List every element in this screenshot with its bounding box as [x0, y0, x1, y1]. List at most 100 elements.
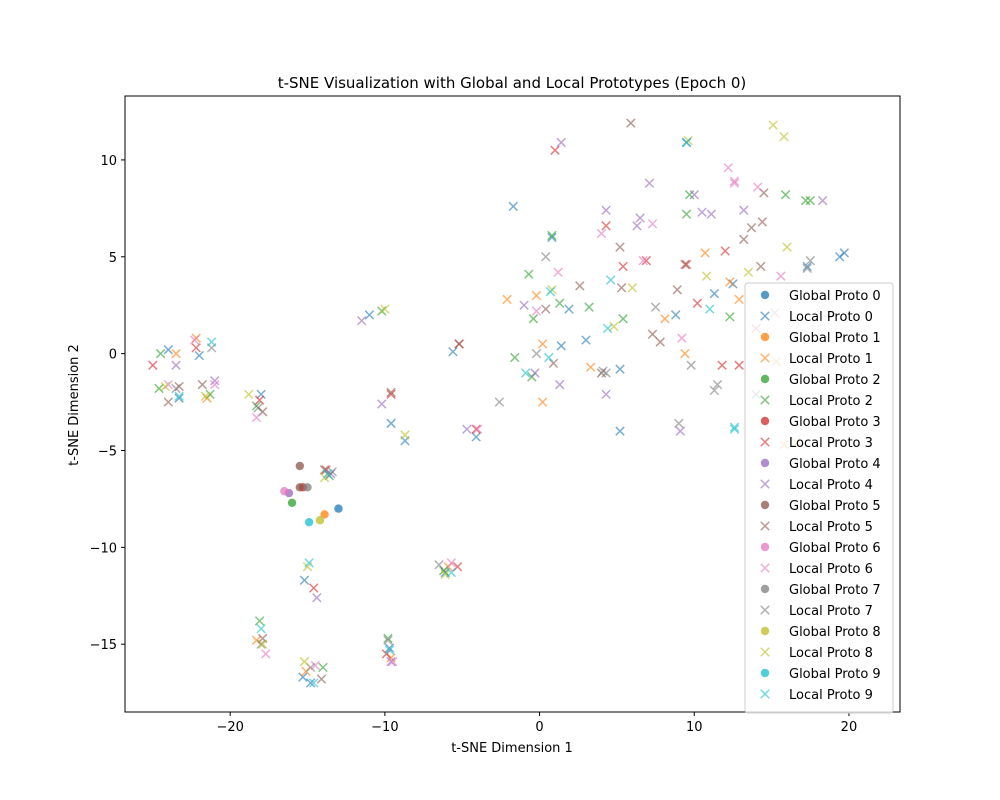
- legend-label: Global Proto 9: [789, 667, 881, 682]
- local-proto-point: [709, 288, 720, 299]
- plot-frame: [124, 95, 901, 713]
- local-proto-point: [322, 469, 333, 479]
- local-proto-point: [717, 360, 727, 370]
- local-proto-point: [584, 302, 594, 312]
- local-proto-point: [609, 321, 619, 332]
- local-proto-point: [615, 242, 625, 252]
- local-proto-point: [556, 341, 566, 351]
- local-proto-point: [446, 558, 457, 568]
- local-proto-point: [524, 269, 534, 279]
- local-proto-point: [299, 575, 310, 586]
- local-proto-point: [384, 643, 395, 653]
- local-proto-point: [308, 678, 319, 688]
- local-proto-point: [462, 424, 472, 434]
- local-proto-point: [734, 294, 744, 305]
- local-proto-point: [632, 221, 642, 231]
- y-tick-label: 5: [109, 251, 117, 266]
- local-proto-point: [537, 397, 548, 407]
- local-proto-point: [839, 248, 850, 258]
- y-tick-label: 0: [109, 348, 117, 363]
- local-proto-point: [725, 277, 735, 287]
- legend-item: Global Proto 5: [760, 499, 881, 514]
- global-proto-point: [287, 498, 297, 507]
- local-proto-point: [635, 213, 645, 223]
- local-proto-point: [384, 645, 395, 655]
- series-15: [171, 252, 816, 673]
- local-proto-point: [605, 275, 616, 285]
- local-proto-point: [377, 399, 387, 409]
- series-7: [148, 145, 761, 659]
- legend-marker: [760, 647, 770, 657]
- local-proto-point: [706, 209, 717, 219]
- legend-marker: [760, 374, 770, 384]
- local-proto-point: [553, 267, 563, 278]
- local-proto-point: [544, 352, 554, 363]
- series-9: [171, 137, 828, 667]
- local-proto-point: [554, 298, 565, 309]
- legend-marker: [760, 479, 770, 489]
- local-proto-point: [386, 418, 396, 429]
- local-proto-point: [615, 364, 625, 374]
- local-proto-point: [383, 633, 393, 644]
- local-proto-point: [739, 205, 749, 216]
- legend-item: Global Proto 8: [760, 625, 881, 640]
- local-proto-point: [618, 261, 628, 272]
- legend-marker: [760, 626, 770, 636]
- local-proto-point: [163, 345, 174, 355]
- legend-label: Local Proto 0: [789, 310, 873, 325]
- legend-marker: [760, 521, 770, 531]
- legend-label: Global Proto 5: [789, 499, 881, 514]
- y-tick-label: 10: [100, 154, 117, 169]
- series-19: [174, 137, 740, 688]
- legend-item: Local Proto 7: [760, 604, 873, 619]
- local-proto-point: [626, 118, 636, 128]
- y-axis: −15 −10 −5 0 5 10: [90, 154, 125, 653]
- legend-label: Global Proto 1: [789, 331, 881, 346]
- series-14: [303, 483, 312, 492]
- legend-marker: [760, 416, 770, 426]
- local-proto-point: [575, 281, 585, 291]
- local-proto-point: [550, 145, 560, 155]
- local-proto-point: [817, 195, 828, 206]
- series-10: [295, 461, 305, 492]
- local-proto-point: [261, 649, 271, 659]
- local-proto-point: [743, 267, 754, 278]
- local-proto-point: [312, 592, 322, 603]
- series-5: [154, 190, 816, 673]
- global-proto-point: [320, 510, 329, 519]
- legend-item: Local Proto 3: [760, 436, 873, 451]
- local-proto-point: [739, 234, 749, 245]
- global-proto-point: [295, 483, 305, 492]
- local-proto-point: [700, 248, 710, 258]
- x-tick-label: 20: [841, 720, 858, 735]
- legend-label: Global Proto 8: [789, 625, 881, 640]
- local-proto-point: [802, 261, 812, 272]
- local-proto-point: [723, 162, 734, 173]
- local-proto-point: [545, 286, 556, 297]
- local-proto-point: [541, 252, 551, 262]
- local-proto-point: [680, 259, 690, 270]
- series-17: [160, 120, 792, 667]
- local-proto-point: [734, 360, 744, 370]
- local-proto-point: [472, 424, 483, 434]
- local-proto-point: [655, 337, 665, 347]
- local-proto-point: [520, 368, 531, 378]
- legend-marker: [760, 542, 770, 552]
- legend-marker: [760, 290, 770, 300]
- legend-item: Local Proto 8: [760, 646, 873, 661]
- local-proto-point: [601, 205, 611, 216]
- local-proto-point: [446, 567, 457, 578]
- local-proto-point: [189, 335, 200, 345]
- local-proto-point: [305, 678, 316, 688]
- local-proto-point: [257, 639, 268, 649]
- local-proto-point: [601, 389, 611, 400]
- local-proto-point: [386, 387, 396, 398]
- local-proto-point: [318, 662, 328, 673]
- local-proto-point: [729, 422, 740, 432]
- local-proto-point: [244, 389, 254, 400]
- legend-item: Global Proto 4: [760, 457, 881, 472]
- global-proto-point: [334, 504, 343, 513]
- x-tick-label: 10: [686, 720, 703, 735]
- local-proto-point: [448, 346, 458, 357]
